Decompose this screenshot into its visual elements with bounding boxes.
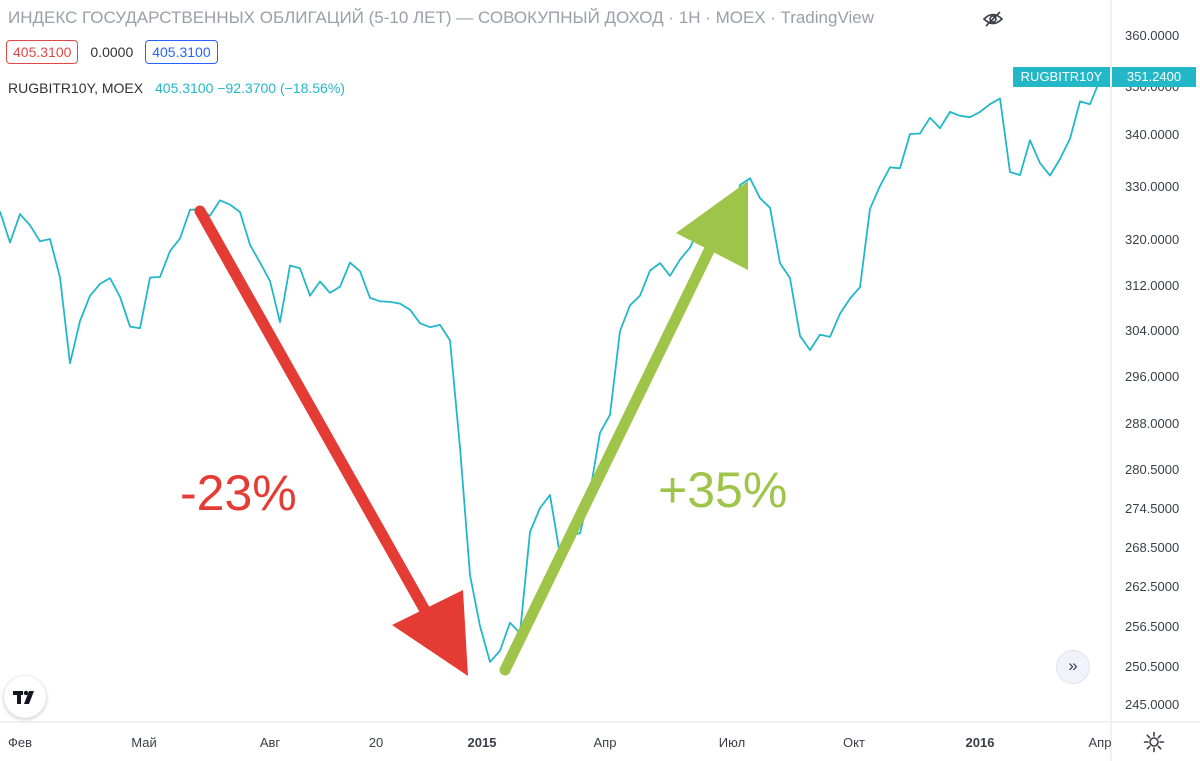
y-tick-label: 274.5000: [1125, 501, 1179, 516]
series-legend[interactable]: RUGBITR10Y, MOEX 405.3100 −92.3700 (−18.…: [8, 80, 345, 96]
x-tick-label: 2015: [468, 735, 497, 750]
y-tick-label: 312.0000: [1125, 278, 1179, 293]
price-axis[interactable]: 360.0000350.0000340.0000330.0000320.0000…: [1110, 0, 1179, 761]
rise-arrow: [499, 181, 748, 676]
y-tick-label: 262.5000: [1125, 579, 1179, 594]
x-tick-label: Май: [131, 735, 156, 750]
close-value: 405.3100: [145, 40, 218, 64]
y-tick-label: 280.5000: [1125, 462, 1179, 477]
x-tick-label: 20: [369, 735, 383, 750]
symbol-name-tag: RUGBITR10Y: [1013, 67, 1110, 87]
x-tick-label: 2016: [966, 735, 995, 750]
time-axis[interactable]: Фев Май Авг 20 2015 Апр Июл Окт 2016 Апр: [0, 721, 1200, 750]
x-tick-label: Окт: [843, 735, 865, 750]
decline-percent-label: -23%: [180, 465, 297, 521]
gear-icon[interactable]: [1143, 731, 1165, 753]
eye-off-icon[interactable]: [982, 10, 1004, 28]
y-tick-label: 296.0000: [1125, 369, 1179, 384]
y-tick-label: 330.0000: [1125, 179, 1179, 194]
decline-arrow: [194, 205, 468, 676]
scroll-to-realtime-button[interactable]: »: [1056, 650, 1090, 684]
chevrons-right-icon: »: [1068, 656, 1078, 675]
tradingview-logo-icon[interactable]: [4, 676, 46, 718]
change-value: 0.0000: [90, 44, 134, 60]
x-tick-label: Фев: [8, 735, 32, 750]
y-tick-label: 245.0000: [1125, 697, 1179, 712]
y-tick-label: 340.0000: [1125, 127, 1179, 142]
x-tick-label: Апр: [594, 735, 617, 750]
last-price-tag: 351.2400: [1112, 67, 1196, 87]
y-tick-label: 360.0000: [1125, 28, 1179, 43]
y-tick-label: 320.0000: [1125, 232, 1179, 247]
y-tick-label: 304.0000: [1125, 323, 1179, 338]
x-tick-label: Июл: [719, 735, 745, 750]
rise-percent-label: +35%: [658, 462, 787, 518]
open-value: 405.3100: [6, 40, 79, 64]
x-tick-label: Авг: [260, 735, 281, 750]
x-tick-label: Апр: [1089, 735, 1112, 750]
y-tick-label: 288.0000: [1125, 416, 1179, 431]
ohlc-values: 405.3100 0.0000 405.3100: [6, 40, 218, 64]
chart-title: ИНДЕКС ГОСУДАРСТВЕННЫХ ОБЛИГАЦИЙ (5-10 Л…: [8, 8, 874, 27]
y-tick-label: 268.5000: [1125, 540, 1179, 555]
series-line-rugbitr10y: [0, 78, 1110, 663]
y-tick-label: 256.5000: [1125, 619, 1179, 634]
legend-values: 405.3100 −92.3700 (−18.56%): [155, 80, 345, 96]
y-tick-label: 250.5000: [1125, 659, 1179, 674]
legend-symbol: RUGBITR10Y, MOEX: [8, 80, 144, 96]
